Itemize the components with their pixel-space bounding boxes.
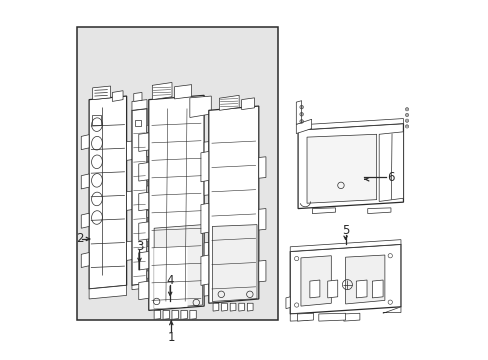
Polygon shape — [147, 161, 153, 169]
Polygon shape — [147, 198, 153, 205]
Polygon shape — [89, 96, 126, 289]
Polygon shape — [81, 252, 89, 267]
Polygon shape — [203, 141, 214, 162]
Polygon shape — [312, 208, 335, 213]
Polygon shape — [147, 258, 153, 266]
Polygon shape — [172, 310, 178, 319]
Polygon shape — [189, 96, 211, 117]
Polygon shape — [296, 119, 311, 134]
Polygon shape — [309, 280, 319, 298]
Polygon shape — [201, 152, 208, 182]
Text: 6: 6 — [386, 171, 394, 184]
Polygon shape — [258, 208, 265, 230]
Polygon shape — [174, 85, 191, 99]
Polygon shape — [81, 174, 89, 189]
Polygon shape — [189, 310, 196, 319]
Polygon shape — [147, 234, 153, 242]
Polygon shape — [208, 106, 258, 303]
Polygon shape — [297, 313, 313, 321]
Polygon shape — [132, 100, 147, 111]
Polygon shape — [258, 157, 265, 178]
Text: 2: 2 — [76, 233, 83, 246]
Polygon shape — [147, 149, 153, 157]
Polygon shape — [148, 95, 203, 310]
Polygon shape — [213, 303, 218, 311]
Polygon shape — [345, 255, 384, 304]
Polygon shape — [203, 175, 214, 195]
Polygon shape — [258, 260, 265, 282]
Polygon shape — [300, 256, 331, 306]
Polygon shape — [139, 251, 148, 270]
Text: 5: 5 — [341, 224, 348, 237]
Polygon shape — [318, 313, 345, 321]
Polygon shape — [296, 101, 301, 124]
Polygon shape — [378, 132, 403, 202]
Polygon shape — [147, 173, 153, 181]
Polygon shape — [327, 280, 337, 298]
Polygon shape — [238, 303, 244, 311]
Polygon shape — [126, 141, 134, 160]
Polygon shape — [163, 310, 169, 319]
Polygon shape — [81, 213, 89, 228]
Polygon shape — [139, 133, 148, 152]
Polygon shape — [147, 246, 153, 254]
Text: 3: 3 — [136, 240, 143, 253]
Polygon shape — [139, 162, 148, 181]
Polygon shape — [219, 95, 239, 111]
Polygon shape — [147, 270, 153, 278]
Polygon shape — [306, 134, 376, 203]
Polygon shape — [298, 118, 403, 130]
Polygon shape — [203, 275, 214, 296]
Polygon shape — [201, 203, 208, 234]
Polygon shape — [247, 303, 253, 311]
Polygon shape — [134, 93, 142, 102]
Polygon shape — [154, 246, 187, 309]
Polygon shape — [112, 91, 123, 102]
Polygon shape — [147, 222, 153, 230]
Polygon shape — [147, 185, 153, 193]
Polygon shape — [132, 284, 147, 290]
Polygon shape — [147, 137, 153, 145]
Polygon shape — [154, 310, 160, 319]
Polygon shape — [382, 307, 400, 313]
Polygon shape — [81, 135, 89, 150]
Text: 4: 4 — [166, 274, 174, 287]
Bar — [77, 27, 278, 320]
Polygon shape — [132, 109, 147, 285]
Polygon shape — [241, 98, 254, 110]
Bar — [92, 114, 101, 125]
Polygon shape — [343, 313, 359, 321]
Polygon shape — [290, 244, 400, 314]
Polygon shape — [181, 310, 187, 319]
Polygon shape — [147, 210, 153, 217]
Polygon shape — [203, 208, 214, 229]
Polygon shape — [154, 225, 202, 309]
Polygon shape — [152, 82, 172, 100]
Polygon shape — [126, 191, 134, 210]
Polygon shape — [221, 303, 227, 311]
Polygon shape — [290, 240, 400, 251]
Polygon shape — [147, 125, 153, 132]
Polygon shape — [372, 280, 382, 298]
Polygon shape — [285, 297, 290, 309]
Polygon shape — [139, 222, 148, 240]
Polygon shape — [356, 280, 366, 298]
Polygon shape — [201, 255, 208, 285]
Polygon shape — [139, 281, 148, 300]
Polygon shape — [89, 285, 126, 299]
Polygon shape — [298, 123, 403, 208]
Bar — [135, 120, 140, 126]
Polygon shape — [93, 86, 110, 100]
Polygon shape — [203, 242, 214, 262]
Polygon shape — [367, 208, 390, 213]
Polygon shape — [230, 303, 235, 311]
Text: 1: 1 — [167, 332, 175, 345]
Polygon shape — [139, 192, 148, 211]
Polygon shape — [290, 313, 307, 321]
Polygon shape — [212, 225, 257, 301]
Polygon shape — [126, 241, 134, 260]
